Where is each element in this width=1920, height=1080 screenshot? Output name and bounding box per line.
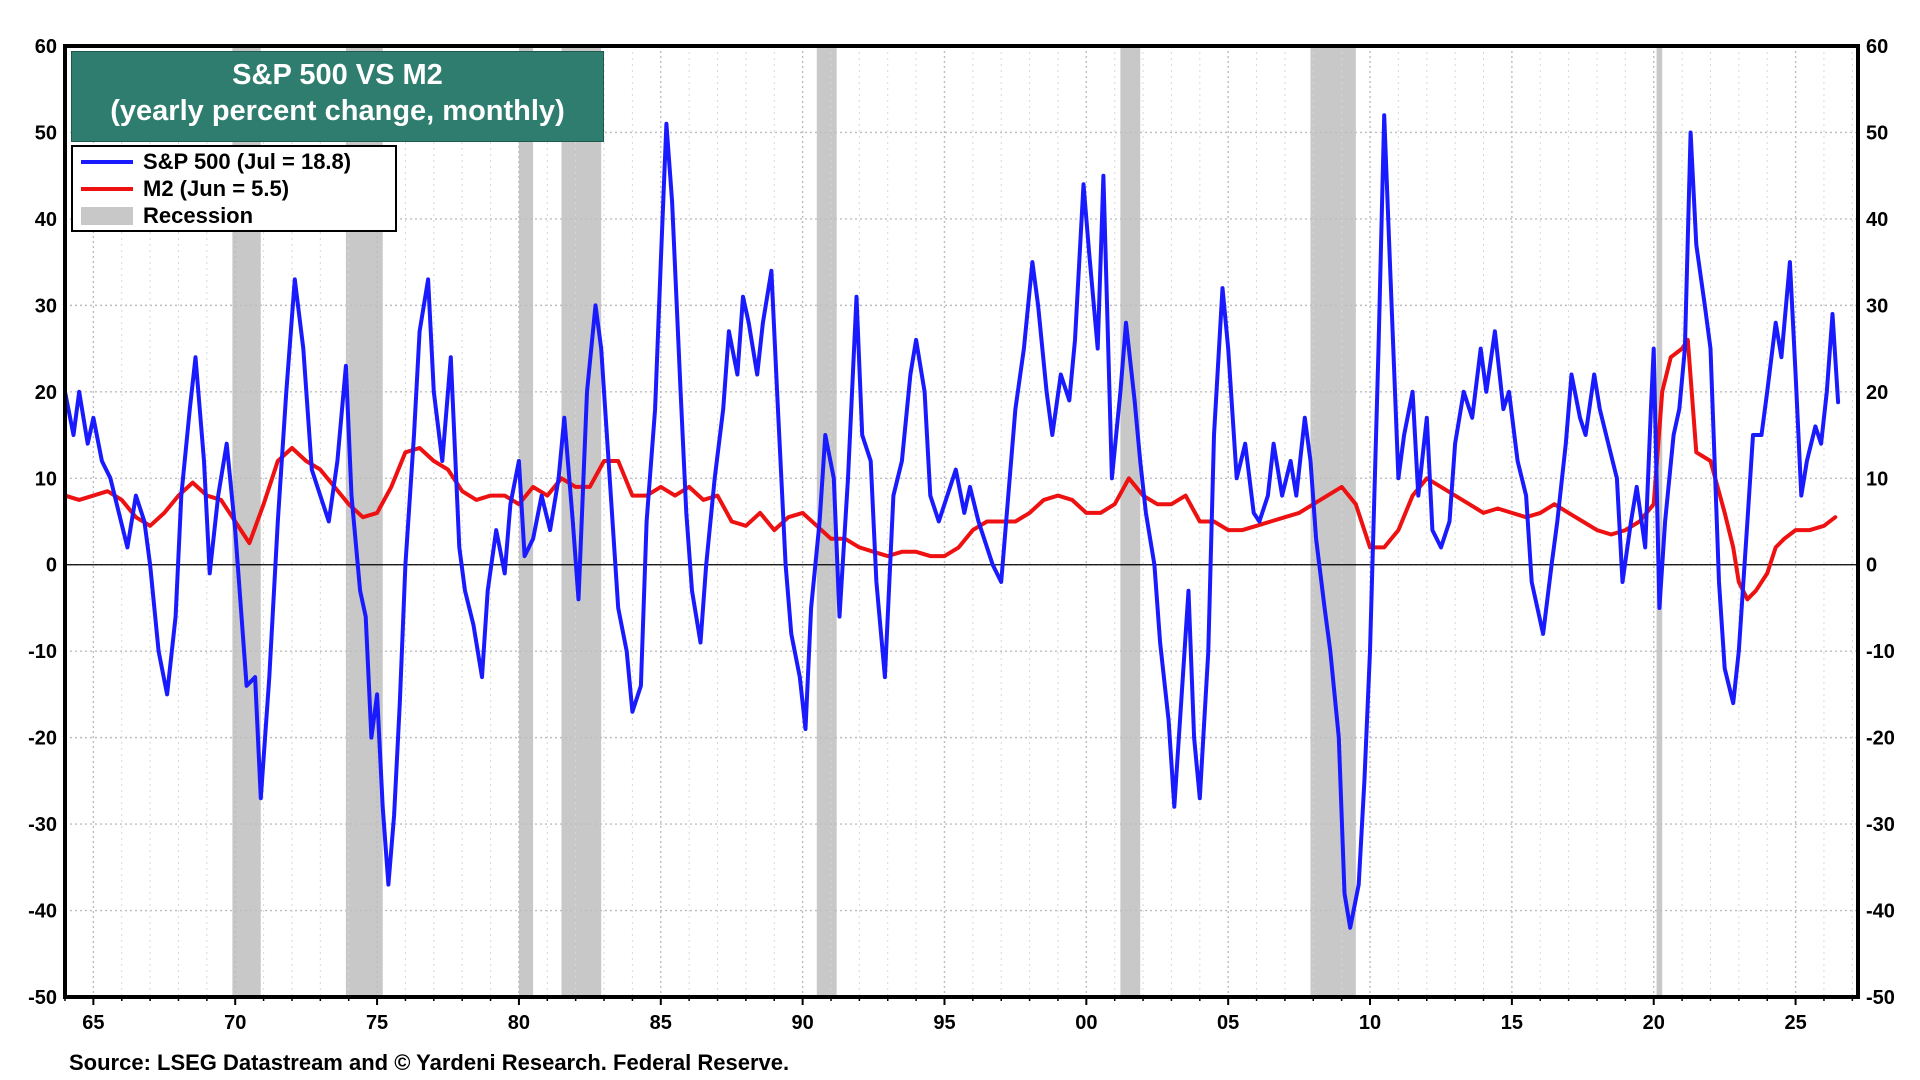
y-left-tick-label--20: -20: [28, 728, 57, 750]
recession-band-4: [816, 46, 837, 997]
x-tick-label-70: 70: [224, 1012, 246, 1034]
y-left-tick-label-40: 40: [35, 209, 57, 231]
x-tick-label-65: 65: [82, 1012, 104, 1034]
y-left-tick-label--40: -40: [28, 901, 57, 923]
y-left-tick-label--10: -10: [28, 641, 57, 663]
y-right-tick-label--50: -50: [1866, 987, 1895, 1009]
chart-title-box: S&P 500 VS M2 (yearly percent change, mo…: [71, 51, 604, 142]
x-tick-label-25: 25: [1784, 1012, 1806, 1034]
y-right-tick-label-20: 20: [1866, 382, 1888, 404]
plot-frame: [63, 44, 1860, 999]
y-left-tick-label-20: 20: [35, 382, 57, 404]
y-right-tick-label-10: 10: [1866, 468, 1888, 490]
x-tick-label-95: 95: [933, 1012, 955, 1034]
chart-subtitle: (yearly percent change, monthly): [110, 95, 565, 127]
recession-band-6: [1310, 46, 1356, 997]
legend-swatch-m2: [81, 187, 133, 191]
legend-item-sp500: S&P 500 (Jul = 18.8): [81, 149, 351, 175]
y-right-tick-label-30: 30: [1866, 295, 1888, 317]
source-note: Source: LSEG Datastream and © Yardeni Re…: [69, 1050, 790, 1075]
y-left-tick-label--30: -30: [28, 814, 57, 836]
y-right-tick-label-60: 60: [1866, 36, 1888, 58]
y-right-tick-label--10: -10: [1866, 641, 1895, 663]
y-right-tick-label--40: -40: [1866, 901, 1895, 923]
y-left-tick-label-30: 30: [35, 295, 57, 317]
x-axis-ticks: 65 70 75 80 85 90 95 00 05 10 15 20 25: [64, 997, 1854, 1034]
x-tick-label-10: 10: [1359, 1012, 1381, 1034]
recession-band-2: [518, 46, 534, 997]
legend-swatch-sp500: [81, 160, 133, 164]
series-line-m2: [63, 337, 1838, 602]
y-right-tick-label--30: -30: [1866, 814, 1895, 836]
y-left-tick-label-10: 10: [35, 468, 57, 490]
legend-swatch-recession: [81, 207, 133, 225]
legend: S&P 500 (Jul = 18.8) M2 (Jun = 5.5) Rece…: [71, 145, 397, 232]
y-left-tick-label-0: 0: [46, 555, 57, 577]
x-tick-label-05: 05: [1217, 1012, 1239, 1034]
recession-band-5: [1120, 46, 1141, 997]
legend-item-recession: Recession: [81, 203, 253, 229]
x-tick-label-85: 85: [650, 1012, 672, 1034]
x-tick-label-00: 00: [1075, 1012, 1097, 1034]
x-tick-label-15: 15: [1501, 1012, 1523, 1034]
chart-title: S&P 500 VS M2: [232, 59, 443, 91]
series-line-sp500: [63, 113, 1841, 930]
y-right-tick-label-40: 40: [1866, 209, 1888, 231]
legend-label-recession: Recession: [143, 203, 254, 228]
y-axis-left-ticks: -50 -40 -30 -20 -10 0 10 20 30 40 50 60: [28, 36, 57, 1009]
legend-label-sp500: S&P 500 (Jul = 18.8): [143, 149, 352, 174]
y-axis-right-ticks: -50 -40 -30 -20 -10 0 10 20 30 40 50 60: [1866, 36, 1895, 1009]
x-tick-label-20: 20: [1643, 1012, 1665, 1034]
x-tick-label-75: 75: [366, 1012, 388, 1034]
y-right-tick-label-0: 0: [1866, 555, 1877, 577]
y-left-tick-label--50: -50: [28, 987, 57, 1009]
series-layer: [63, 113, 1841, 930]
y-right-tick-label-50: 50: [1866, 122, 1888, 144]
x-tick-label-80: 80: [508, 1012, 530, 1034]
y-left-tick-label-60: 60: [35, 36, 57, 58]
legend-label-m2: M2 (Jun = 5.5): [143, 176, 290, 201]
y-right-tick-label--20: -20: [1866, 728, 1895, 750]
y-left-tick-label-50: 50: [35, 122, 57, 144]
x-tick-label-90: 90: [792, 1012, 814, 1034]
legend-item-m2: M2 (Jun = 5.5): [81, 176, 289, 202]
